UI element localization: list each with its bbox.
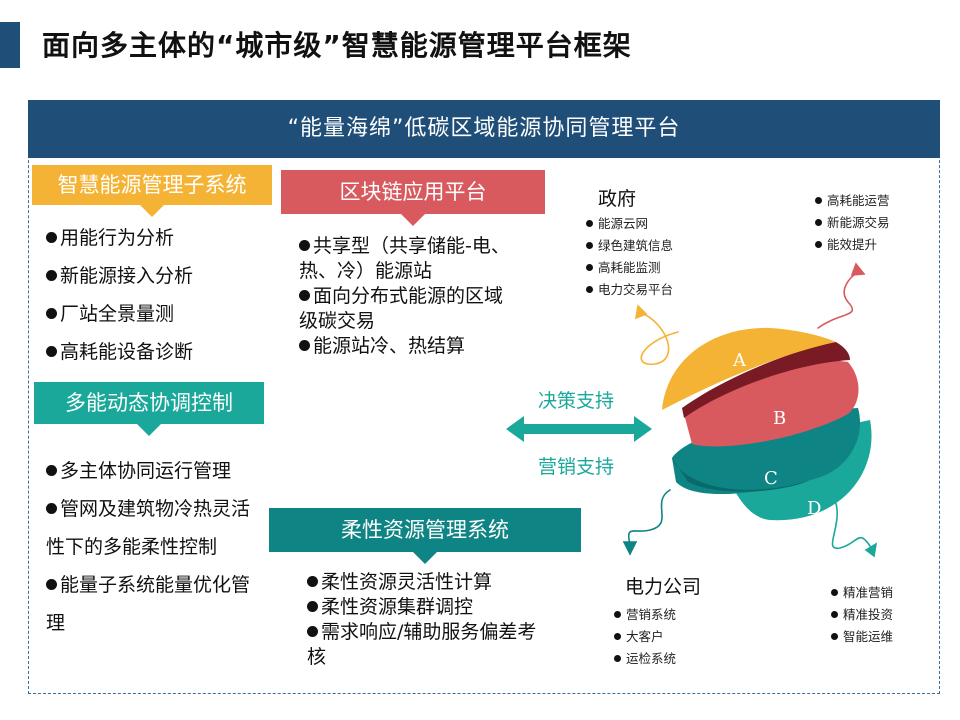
bullet-icon bbox=[815, 197, 822, 204]
bullet-icon bbox=[614, 611, 621, 618]
list-item: 绿色建筑信息 bbox=[586, 235, 673, 257]
top-right-list: 高耗能运营 新能源交易 能效提升 bbox=[815, 190, 890, 256]
bullet-icon bbox=[46, 465, 57, 476]
decision-support-label: 决策支持 bbox=[538, 390, 615, 412]
list-item: 营销系统 bbox=[614, 604, 676, 626]
bullet-icon bbox=[815, 219, 822, 226]
bullet-icon bbox=[46, 270, 57, 281]
list-item: 柔性资源集群调控 bbox=[307, 595, 537, 620]
blockchain-tag: 区块链应用平台 bbox=[281, 170, 545, 226]
multi-energy-title: 多能动态协调控制 bbox=[65, 391, 233, 415]
list-item: 厂站全景量测 bbox=[46, 300, 266, 328]
layer-d-label: D bbox=[807, 498, 821, 519]
bullet-icon bbox=[831, 633, 838, 640]
bullet-icon bbox=[831, 611, 838, 618]
bullet-icon bbox=[586, 242, 593, 249]
bullet-icon bbox=[307, 601, 318, 612]
list-item: 共享型（共享储能-电、热、冷）能源站 bbox=[299, 235, 510, 282]
layered-sphere-graphic: A B C D bbox=[622, 262, 878, 558]
power-company-title: 电力公司 bbox=[625, 576, 702, 598]
arrowhead-icon bbox=[622, 541, 638, 556]
bullet-icon bbox=[299, 340, 310, 351]
bottom-right-list: 精准营销 精准投资 智能运维 bbox=[831, 582, 893, 648]
page-title: 面向多主体的“城市级”智慧能源管理平台框架 bbox=[42, 29, 632, 62]
layer-b-label: B bbox=[773, 408, 786, 429]
list-item: 柔性资源灵活性计算 bbox=[307, 570, 537, 595]
arrowhead-icon bbox=[850, 262, 866, 276]
list-item: 运检系统 bbox=[614, 648, 676, 670]
multi-energy-tag-pointer bbox=[137, 424, 161, 436]
flexible-title: 柔性资源管理系统 bbox=[341, 518, 509, 542]
marketing-support-label: 营销支持 bbox=[538, 456, 615, 478]
bullet-icon bbox=[299, 240, 310, 251]
blockchain-list: 共享型（共享储能-电、热、冷）能源站 面向分布式能源的区域级碳交易 能源站冷、热… bbox=[299, 234, 515, 359]
list-item: 需求响应/辅助服务偏差考核 bbox=[307, 621, 537, 668]
double-arrow-icon bbox=[506, 416, 652, 442]
bullet-icon bbox=[586, 286, 593, 293]
list-item: 新能源接入分析 bbox=[46, 262, 266, 290]
list-item: 高耗能设备诊断 bbox=[46, 338, 266, 366]
layer-a-shape bbox=[662, 327, 836, 410]
list-item: 新能源交易 bbox=[815, 212, 890, 234]
bullet-icon bbox=[299, 290, 310, 301]
bullet-icon bbox=[586, 264, 593, 271]
platform-banner: “能量海绵”低碳区域能源协同管理平台 bbox=[28, 100, 940, 158]
curly-arrow-icon bbox=[628, 489, 671, 545]
bullet-icon bbox=[815, 241, 822, 248]
bullet-icon bbox=[614, 655, 621, 662]
curly-arrow-icon bbox=[817, 271, 859, 329]
flexible-tag-pointer bbox=[413, 552, 437, 564]
layer-c-label: C bbox=[764, 468, 778, 489]
bullet-icon bbox=[46, 579, 57, 590]
bullet-icon bbox=[46, 232, 57, 243]
bullet-icon bbox=[307, 626, 318, 637]
bullet-icon bbox=[46, 503, 57, 514]
government-title: 政府 bbox=[598, 188, 637, 210]
list-item: 能效提升 bbox=[815, 234, 890, 256]
power-company-list: 营销系统 大客户 运检系统 bbox=[614, 604, 676, 670]
smart-energy-list: 用能行为分析 新能源接入分析 厂站全景量测 高耗能设备诊断 bbox=[46, 224, 266, 366]
bullet-icon bbox=[307, 576, 318, 587]
list-item: 高耗能监测 bbox=[586, 257, 673, 279]
flexible-list: 柔性资源灵活性计算 柔性资源集群调控 需求响应/辅助服务偏差考核 bbox=[307, 570, 537, 670]
list-item: 大客户 bbox=[614, 626, 676, 648]
smart-energy-tag-pointer bbox=[140, 205, 164, 217]
list-item: 能量子系统能量优化管理 bbox=[46, 574, 251, 634]
title-accent-bar bbox=[0, 22, 20, 68]
blockchain-title: 区块链应用平台 bbox=[339, 180, 487, 204]
arrowhead-icon bbox=[864, 542, 878, 558]
curly-arrow-icon bbox=[639, 311, 679, 365]
curly-arrow-icon bbox=[831, 493, 871, 549]
list-item: 能源云网 bbox=[586, 213, 673, 235]
list-item: 管网及建筑物冷热灵活性下的多能柔性控制 bbox=[46, 498, 251, 558]
bullet-icon bbox=[831, 589, 838, 596]
list-item: 能源站冷、热结算 bbox=[299, 334, 515, 359]
bullet-icon bbox=[46, 346, 57, 357]
bullet-icon bbox=[46, 308, 57, 319]
list-item: 智能运维 bbox=[831, 626, 893, 648]
multi-energy-tag: 多能动态协调控制 bbox=[34, 382, 264, 436]
smart-energy-tag: 智慧能源管理子系统 bbox=[32, 165, 272, 217]
layer-c-shape bbox=[672, 408, 860, 495]
flexible-tag: 柔性资源管理系统 bbox=[269, 508, 581, 564]
layer-b-shape bbox=[684, 360, 859, 447]
layer-divider bbox=[682, 342, 850, 418]
arrowhead-icon bbox=[634, 304, 648, 320]
government-list: 能源云网 绿色建筑信息 高耗能监测 电力交易平台 bbox=[586, 213, 673, 301]
list-item: 用能行为分析 bbox=[46, 224, 266, 252]
layer-a-label: A bbox=[732, 350, 747, 371]
smart-energy-title: 智慧能源管理子系统 bbox=[57, 173, 247, 197]
list-item: 面向分布式能源的区域级碳交易 bbox=[299, 285, 504, 332]
list-item: 电力交易平台 bbox=[586, 279, 673, 301]
blockchain-tag-pointer bbox=[401, 214, 425, 226]
bullet-icon bbox=[586, 220, 593, 227]
list-item: 多主体协同运行管理 bbox=[46, 452, 264, 490]
bullet-icon bbox=[614, 633, 621, 640]
multi-energy-list: 多主体协同运行管理 管网及建筑物冷热灵活性下的多能柔性控制 能量子系统能量优化管… bbox=[46, 452, 264, 642]
list-item: 精准投资 bbox=[831, 604, 893, 626]
list-item: 精准营销 bbox=[831, 582, 893, 604]
list-item: 高耗能运营 bbox=[815, 190, 890, 212]
